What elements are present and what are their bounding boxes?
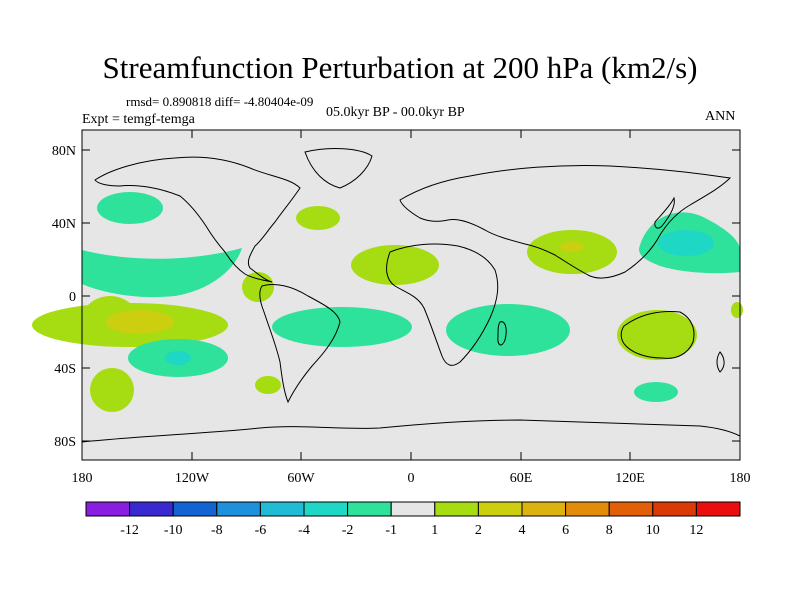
colorbar-swatch xyxy=(172,501,218,517)
contour-region-neg xyxy=(272,307,412,347)
colorbar-swatch xyxy=(565,501,610,517)
colorbar-swatch xyxy=(303,501,349,517)
contour-region-pos xyxy=(106,310,174,334)
contour-region-neg xyxy=(658,230,714,256)
coastline-north-america xyxy=(94,156,301,283)
contour-region-pos xyxy=(255,376,281,394)
lon-tick-label: 60W xyxy=(287,471,315,486)
coastline-madagascar xyxy=(497,321,507,346)
contour-fills xyxy=(32,192,743,412)
period-label: 05.0kyr BP - 00.0kyr BP xyxy=(326,105,465,120)
colorbar-label: -8 xyxy=(211,523,223,538)
colorbar-swatch xyxy=(608,501,654,517)
colorbar-label: 6 xyxy=(562,523,569,538)
colorbar-label: -10 xyxy=(164,523,183,538)
lon-tick-label: 180 xyxy=(72,471,93,486)
plot-title: Streamfunction Perturbation at 200 hPa (… xyxy=(102,50,698,85)
experiment-label: Expt = temgf-temga xyxy=(82,112,195,127)
contour-region-neg xyxy=(97,192,163,224)
colorbar-swatch xyxy=(129,501,174,517)
contour-region-neg xyxy=(446,304,570,356)
lat-tick-label: 40N xyxy=(52,217,76,232)
coastline-europe-asia xyxy=(399,164,732,279)
lon-tick-label: 0 xyxy=(408,471,415,486)
lon-tick-label: 180 xyxy=(730,471,751,486)
coastline-south-america xyxy=(259,283,341,404)
lon-tick-label: 120E xyxy=(615,471,645,486)
coastlines xyxy=(81,148,741,443)
lon-tick-label: 120W xyxy=(175,471,210,486)
coastline-japan xyxy=(654,196,675,229)
colorbar-swatch xyxy=(652,501,697,517)
contour-region-neg xyxy=(165,351,191,365)
colorbar-label: 2 xyxy=(475,523,482,538)
colorbar-label: -1 xyxy=(385,523,397,538)
colorbar-swatch xyxy=(347,501,392,517)
colorbar-swatch xyxy=(434,501,479,517)
colorbar-label: -2 xyxy=(342,523,354,538)
contour-region-neg xyxy=(634,382,678,402)
season-label: ANN xyxy=(705,109,736,124)
coastline-antarctica xyxy=(81,419,741,443)
lat-tick-label: 80S xyxy=(54,435,76,450)
axis-ticks xyxy=(82,130,740,460)
lon-tick-labels: 180 120W 60W 0 60E 120E 180 xyxy=(72,471,751,486)
colorbar: -12 -10 -8 -6 -4 -2 -1 1 2 4 6 8 10 12 xyxy=(85,501,741,538)
coastline-australia xyxy=(620,311,695,359)
colorbar-swatch xyxy=(477,501,523,517)
colorbar-swatch xyxy=(216,501,261,517)
colorbar-label: -4 xyxy=(298,523,310,538)
lat-tick-label: 0 xyxy=(69,290,76,305)
contour-region-pos xyxy=(731,302,743,318)
contour-region-pos xyxy=(560,242,584,252)
colorbar-label: 12 xyxy=(689,523,703,538)
contour-region-pos xyxy=(242,272,274,302)
contour-region-pos xyxy=(90,368,134,412)
colorbar-label: -6 xyxy=(255,523,267,538)
lat-tick-label: 40S xyxy=(54,362,76,377)
colorbar-swatch xyxy=(390,501,436,517)
lon-tick-label: 60E xyxy=(510,471,533,486)
colorbar-swatch xyxy=(85,501,131,517)
coastline-greenland xyxy=(304,148,373,189)
colorbar-label: -12 xyxy=(120,523,139,538)
colorbar-label: 4 xyxy=(519,523,526,538)
contour-region-pos xyxy=(351,245,439,285)
lat-tick-labels: 80N 40N 0 40S 80S xyxy=(52,144,76,450)
colorbar-label: 8 xyxy=(606,523,613,538)
lat-tick-label: 80N xyxy=(52,144,76,159)
colorbar-swatch xyxy=(259,501,305,517)
contour-region-pos xyxy=(617,310,697,360)
coastline-new-zealand xyxy=(716,351,725,373)
contour-region-pos xyxy=(296,206,340,230)
colorbar-label: 10 xyxy=(646,523,660,538)
colorbar-label: 1 xyxy=(431,523,438,538)
contour-region-neg xyxy=(82,248,242,298)
coastline-africa xyxy=(386,243,499,366)
stats-text: rmsd= 0.890818 diff= -4.80404e-09 xyxy=(126,94,314,109)
colorbar-swatch xyxy=(521,501,567,517)
colorbar-swatch xyxy=(695,501,741,517)
